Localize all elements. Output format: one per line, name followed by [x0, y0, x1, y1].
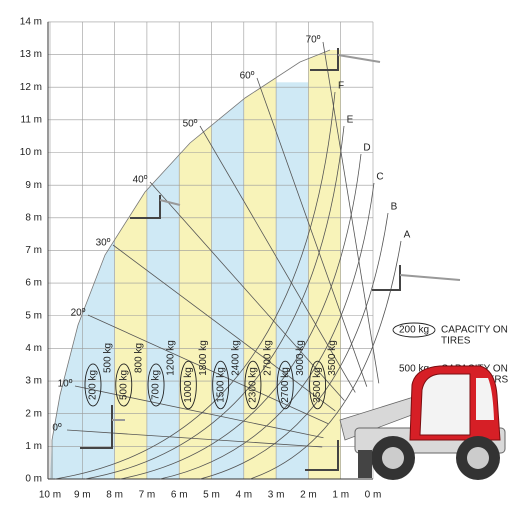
outriggers-capacity: 1800 kg: [198, 340, 209, 376]
curve-label: E: [347, 115, 354, 126]
outriggers-capacity: 1200 kg: [166, 340, 177, 376]
outriggers-capacity: 2400 kg: [230, 340, 241, 376]
y-tick-label: 3 m: [25, 376, 42, 387]
tires-capacity: 500 kg: [118, 370, 129, 400]
y-tick-label: 2 m: [25, 408, 42, 419]
y-tick-label: 7 m: [25, 245, 42, 256]
angle-label: 30º: [96, 238, 111, 249]
outriggers-capacity: 3500 kg: [327, 340, 338, 376]
outriggers-capacity: 800 kg: [133, 343, 144, 373]
tires-capacity: 2700 kg: [280, 367, 291, 403]
outriggers-capacity: 500 kg: [103, 343, 114, 373]
curve-label: C: [376, 172, 383, 183]
x-tick-label: 10 m: [39, 490, 61, 501]
y-tick-label: 6 m: [25, 278, 42, 289]
angle-label: 10º: [58, 379, 73, 390]
y-tick-label: 12 m: [20, 82, 42, 93]
outriggers-capacity: 3000 kg: [295, 340, 306, 376]
y-tick-label: 14 m: [20, 17, 42, 28]
x-tick-label: 9 m: [74, 490, 91, 501]
tires-capacity: 2300 kg: [248, 367, 259, 403]
legend-text: CAPACITY ON: [441, 325, 508, 336]
curve-label: F: [338, 81, 344, 92]
curve-label: B: [391, 202, 398, 213]
angle-label: 50º: [183, 119, 198, 130]
x-tick-label: 5 m: [203, 490, 220, 501]
capacity-zone: [179, 0, 211, 479]
capacity-zones: [50, 0, 341, 479]
x-tick-label: 3 m: [268, 490, 285, 501]
telehandler: [340, 366, 505, 480]
load-chart: 0 m 1 m 2 m 3 m 4 m 5 m 6 m 7 m 8 m 9 m 10 m 11 m 12…: [0, 0, 517, 511]
x-tick-label: 1 m: [332, 490, 349, 501]
y-tick-label: 11 m: [21, 114, 43, 125]
capacity-zone: [115, 0, 147, 479]
x-tick-label: 8 m: [106, 490, 123, 501]
legend-text: TIRES: [441, 336, 471, 347]
angle-label: 20º: [71, 308, 86, 319]
y-tick-label: 13 m: [20, 49, 42, 60]
curve-label: A: [404, 230, 411, 241]
y-tick-label: 4 m: [25, 343, 42, 354]
angle-label: 60º: [240, 71, 255, 82]
outriggers-capacity: 2700 kg: [263, 340, 274, 376]
x-tick-label: 7 m: [139, 490, 156, 501]
y-tick-label: 9 m: [25, 180, 42, 191]
y-tick-label: 0 m: [25, 474, 42, 485]
angle-label: 0º: [52, 423, 62, 434]
legend-sample: 200 kg: [399, 325, 429, 336]
x-tick-label: 4 m: [235, 490, 252, 501]
tires-capacity: 1000 kg: [183, 367, 194, 403]
x-tick-label: 2 m: [300, 490, 317, 501]
angle-label: 70º: [306, 35, 321, 46]
curve-label: D: [363, 143, 370, 154]
angle-label: 40º: [133, 175, 148, 186]
x-tick-label: 6 m: [171, 490, 188, 501]
y-tick-label: 1 m: [25, 441, 42, 452]
tires-capacity: 3500 kg: [312, 367, 323, 403]
y-tick-label: 8 m: [25, 212, 42, 223]
x-tick-label: 0 m: [365, 490, 382, 501]
y-tick-label: 10 m: [20, 147, 42, 158]
tires-capacity: 700 kg: [151, 370, 162, 400]
capacity-zone: [147, 0, 179, 479]
tires-capacity: 1500 kg: [215, 367, 226, 403]
y-tick-label: 5 m: [25, 310, 42, 321]
tires-capacity: 200 kg: [88, 370, 99, 400]
